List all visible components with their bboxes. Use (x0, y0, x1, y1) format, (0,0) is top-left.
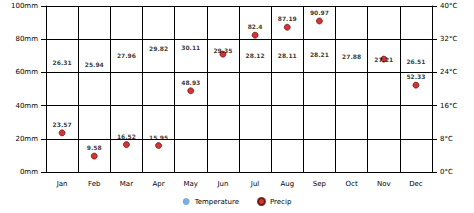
svg-text:27.96: 27.96 (117, 52, 136, 59)
svg-text:16.52: 16.52 (117, 133, 136, 140)
svg-text:Mar: Mar (120, 180, 133, 188)
svg-text:29.35: 29.35 (213, 47, 232, 54)
svg-text:16°C: 16°C (440, 102, 457, 110)
svg-text:15.95: 15.95 (149, 134, 168, 141)
svg-text:0°C: 0°C (440, 168, 453, 176)
svg-text:Jun: Jun (216, 180, 228, 188)
svg-text:Aug: Aug (280, 180, 294, 188)
svg-text:32°C: 32°C (440, 35, 457, 43)
svg-text:28.12: 28.12 (246, 52, 265, 59)
svg-text:80mm: 80mm (15, 35, 38, 43)
svg-text:27.88: 27.88 (342, 53, 361, 60)
svg-text:8°C: 8°C (440, 135, 453, 143)
svg-text:40mm: 40mm (15, 102, 38, 110)
svg-text:48.93: 48.93 (181, 79, 200, 86)
svg-text:23.57: 23.57 (53, 121, 72, 128)
svg-text:Jul: Jul (250, 180, 260, 188)
svg-text:0mm: 0mm (20, 168, 38, 176)
svg-text:25.94: 25.94 (85, 61, 104, 68)
svg-text:29.82: 29.82 (149, 45, 168, 52)
svg-text:Jan: Jan (56, 180, 68, 188)
svg-text:Precip: Precip (270, 198, 292, 206)
svg-text:26.51: 26.51 (406, 58, 425, 65)
svg-text:24°C: 24°C (440, 68, 457, 76)
svg-text:Sep: Sep (313, 180, 327, 188)
svg-text:90.97: 90.97 (310, 9, 329, 16)
svg-text:Nov: Nov (377, 180, 391, 188)
svg-text:Apr: Apr (153, 180, 165, 188)
svg-text:40°C: 40°C (440, 2, 457, 10)
svg-text:82.4: 82.4 (248, 23, 263, 30)
svg-text:27.21: 27.21 (374, 56, 393, 63)
svg-text:60mm: 60mm (15, 68, 38, 76)
svg-text:26.31: 26.31 (53, 59, 72, 66)
svg-text:100mm: 100mm (11, 2, 38, 10)
svg-text:87.19: 87.19 (278, 15, 297, 22)
svg-text:Oct: Oct (346, 180, 358, 188)
svg-text:May: May (184, 180, 198, 188)
svg-text:28.11: 28.11 (278, 52, 297, 59)
svg-text:9.58: 9.58 (87, 144, 102, 151)
svg-text:28.21: 28.21 (310, 51, 329, 58)
svg-text:30.11: 30.11 (181, 44, 200, 51)
svg-text:Feb: Feb (88, 180, 101, 188)
svg-text:52.33: 52.33 (406, 73, 425, 80)
svg-text:Temperature: Temperature (194, 198, 239, 206)
svg-text:Dec: Dec (409, 180, 423, 188)
svg-text:20mm: 20mm (15, 135, 38, 143)
